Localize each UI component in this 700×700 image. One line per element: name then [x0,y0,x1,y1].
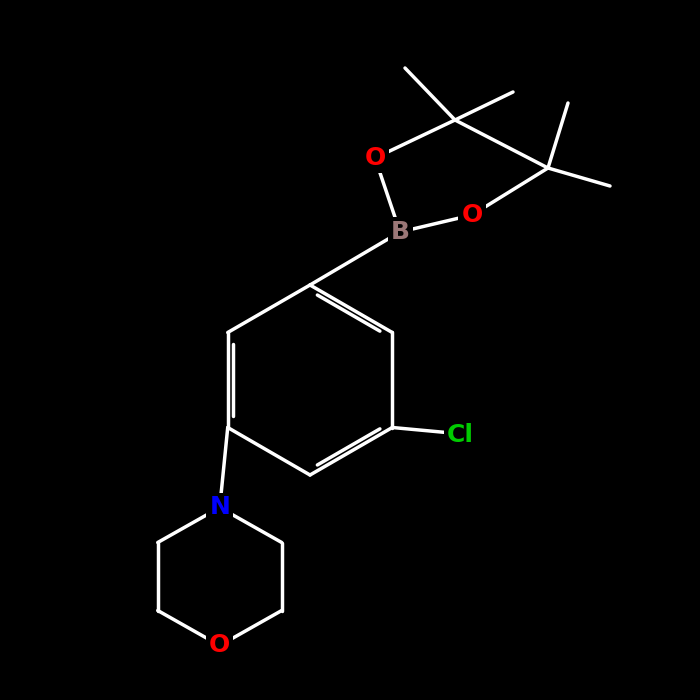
Text: O: O [461,203,482,227]
Text: B: B [391,220,409,244]
Text: O: O [365,146,386,170]
Text: N: N [209,496,230,519]
Text: Cl: Cl [447,424,474,447]
Text: O: O [209,634,230,657]
